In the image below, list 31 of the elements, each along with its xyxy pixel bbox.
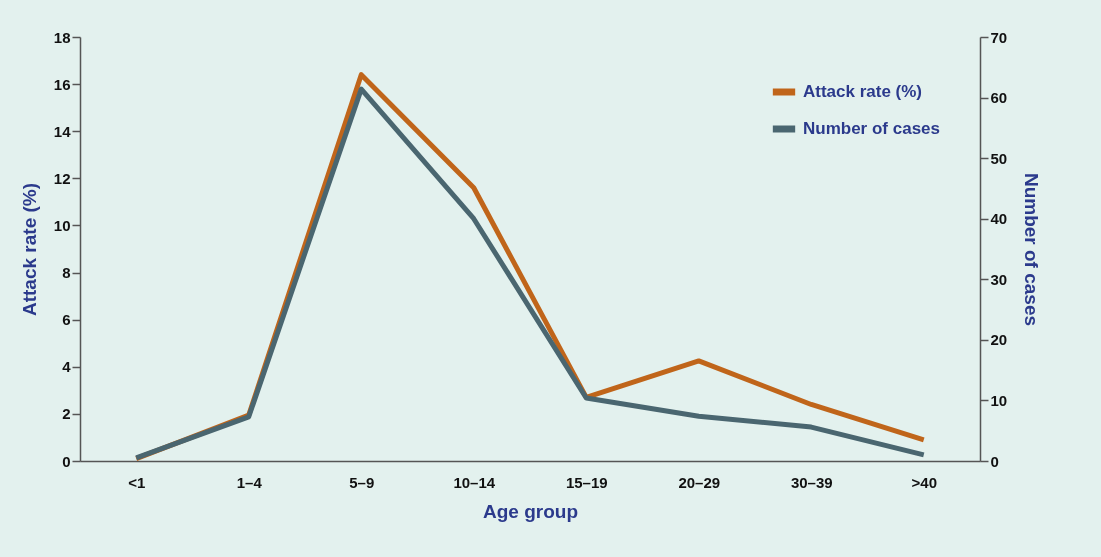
y-tick-label: 14 xyxy=(53,122,72,140)
x-axis-title: Age group xyxy=(483,500,578,522)
x-tick-label: 5–9 xyxy=(349,473,375,491)
y2-tick-label: 10 xyxy=(990,391,1008,409)
y2-tick-label: 30 xyxy=(990,270,1008,288)
y2-axis-title: Number of cases xyxy=(1021,172,1043,327)
legend-label: Number of cases xyxy=(803,119,940,138)
y-tick-label: 10 xyxy=(53,216,71,234)
x-tick-label: 15–19 xyxy=(565,473,608,491)
y-tick-label: 6 xyxy=(62,311,71,329)
x-tick-label: 1–4 xyxy=(236,473,263,491)
y-tick-label: 4 xyxy=(62,358,72,376)
x-tick-label: 20–29 xyxy=(678,473,721,491)
x-tick-label: 30–39 xyxy=(790,473,833,491)
x-tick-label: <1 xyxy=(128,473,146,491)
y-axis-title: Attack rate (%) xyxy=(18,182,40,317)
y2-tick-label: 20 xyxy=(990,331,1008,349)
y-tick-label: 0 xyxy=(62,452,71,470)
x-tick-label: >40 xyxy=(911,473,937,491)
y-tick-label: 8 xyxy=(62,264,71,282)
y2-tick-label: 0 xyxy=(990,452,999,470)
y2-tick-label: 50 xyxy=(990,149,1008,167)
legend-label: Attack rate (%) xyxy=(803,82,923,101)
y2-tick-label: 40 xyxy=(990,210,1008,228)
y-tick-label: 16 xyxy=(53,75,71,93)
y-tick-label: 12 xyxy=(53,169,71,187)
y-tick-label: 18 xyxy=(53,28,71,46)
y-tick-label: 2 xyxy=(62,405,71,423)
y2-tick-label: 70 xyxy=(990,28,1008,46)
y2-tick-label: 60 xyxy=(990,89,1008,107)
x-tick-label: 10–14 xyxy=(453,473,496,491)
